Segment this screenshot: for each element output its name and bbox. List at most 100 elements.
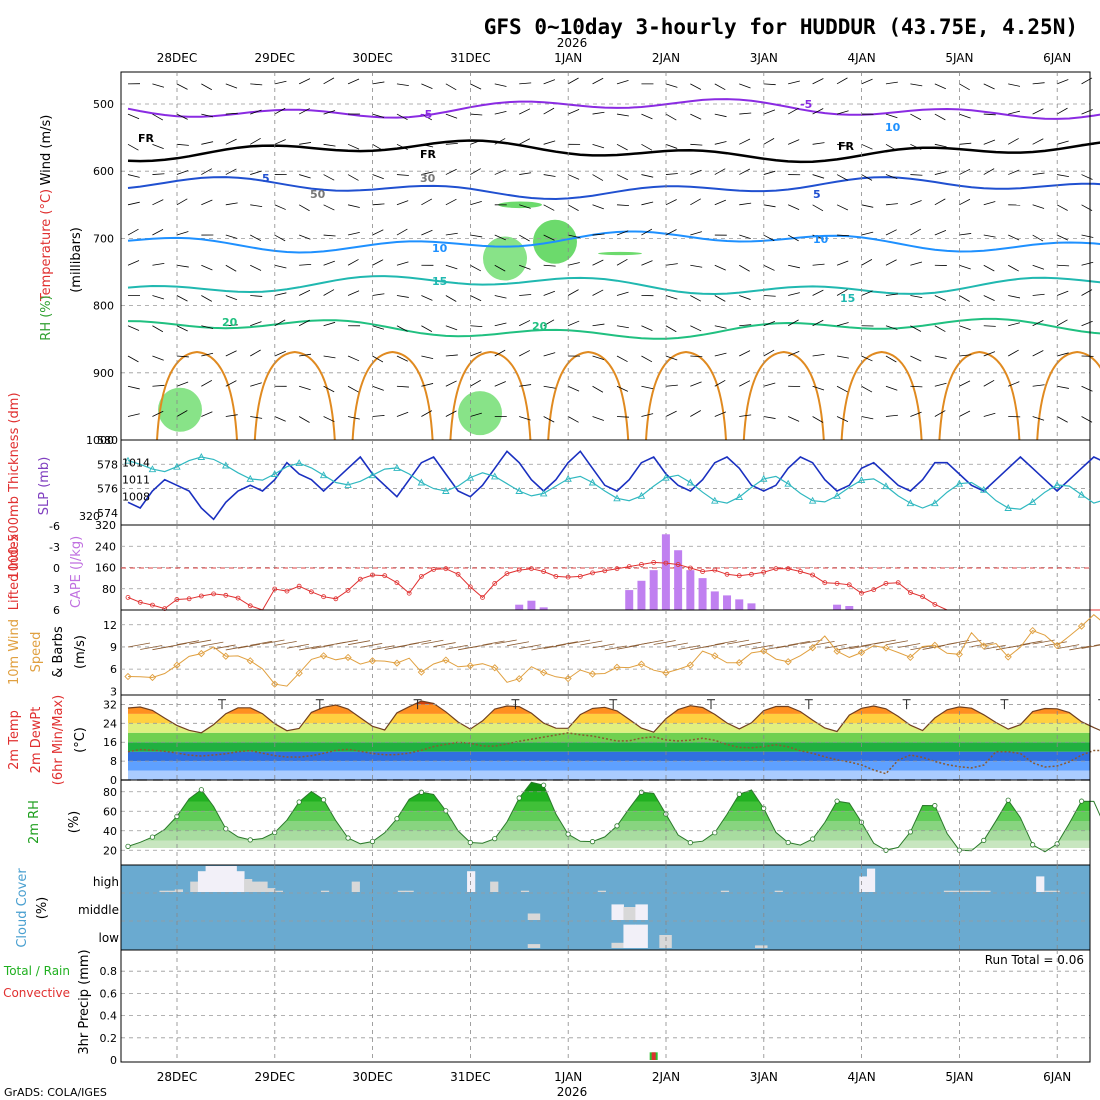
wind-barb (152, 325, 164, 333)
date-label-top: 4JAN (848, 51, 876, 65)
wind-barb (836, 355, 849, 359)
cloud-high-bar (982, 890, 991, 892)
surface-wind-barb (213, 644, 236, 650)
li-marker (235, 595, 241, 601)
thickness-marker (393, 463, 401, 471)
surface-wind-barb (885, 640, 909, 646)
isotherm-arch (351, 350, 434, 441)
rh-tick-label: 40 (103, 825, 117, 838)
contour-label: FR (838, 140, 855, 153)
wind-barb (665, 325, 677, 333)
cape-bar (661, 534, 670, 610)
thickness-marker (906, 499, 915, 507)
date-label-bottom: 5JAN (945, 1070, 973, 1084)
wind-barb (568, 234, 580, 239)
wind-barb (763, 109, 776, 115)
rh-band (128, 791, 1090, 802)
wind-barb (641, 201, 654, 206)
wind-barb (176, 410, 188, 417)
speed-axis-label: Speed (29, 632, 44, 673)
wind-barb (1081, 261, 1094, 266)
wind-barb (959, 83, 970, 91)
li-marker (553, 574, 559, 579)
wind-tick-label: 9 (110, 641, 117, 654)
wind-barb (739, 380, 751, 387)
rh-marker (785, 839, 791, 846)
li-marker (418, 574, 424, 579)
wind-barb (665, 263, 678, 266)
wind-barb (347, 355, 360, 362)
wind-barb (127, 260, 140, 266)
wind-barb (494, 83, 507, 87)
wind-barb (274, 234, 286, 242)
li-marker (272, 586, 278, 592)
wind-speed-marker (173, 661, 181, 669)
rh-high-shading (458, 391, 502, 436)
li-marker (797, 569, 803, 574)
wind-barb (592, 204, 604, 210)
wind-barb (201, 113, 214, 118)
wind-barb (885, 203, 898, 206)
surface-wind-barb (983, 644, 1006, 650)
precip-panel: Run Total = 0.06 0 0.2 0.4 0.6 0.8 Total / Rai… (3, 949, 1091, 1067)
thickness-marker (833, 491, 841, 499)
cloud-high-bar (236, 871, 245, 892)
wind-barb (836, 143, 849, 147)
wind-barb (494, 138, 506, 145)
li-marker (308, 589, 314, 595)
wind-barb (567, 77, 579, 85)
wind-speed-marker (613, 663, 621, 671)
wind-barb (861, 143, 873, 150)
wind-barb (641, 385, 654, 390)
cloud-high-bar (205, 866, 214, 892)
wind-barb (347, 259, 359, 266)
wind-barb (1056, 79, 1069, 85)
wind-barb (836, 416, 849, 422)
rh-band (128, 801, 1090, 812)
wind-barb (152, 410, 164, 417)
cloud-high-bar (520, 890, 530, 892)
wind-barb (787, 351, 800, 357)
cloud-high-bar (244, 879, 253, 892)
surface-wind-barb (494, 639, 517, 645)
cloud-high-bar (467, 871, 476, 892)
wind-barb (445, 410, 457, 417)
contour-label: 15 (840, 292, 855, 305)
wind-barb (714, 325, 727, 329)
wind-barb (519, 416, 531, 421)
rh-marker (638, 789, 645, 795)
cloud-high-bar (1051, 890, 1060, 892)
li-marker (480, 595, 485, 600)
wind-barb (372, 415, 385, 417)
wind-speed-marker (931, 641, 939, 649)
wind-barb (788, 264, 800, 269)
wind-barb (983, 351, 996, 357)
li-marker (431, 567, 437, 572)
rh-marker (1078, 798, 1085, 804)
wind-barb (714, 199, 727, 206)
date-label-top: 6JAN (1043, 51, 1071, 65)
wind-barb (1032, 234, 1044, 242)
surface-wind-barb (262, 639, 285, 645)
li-marker (639, 562, 644, 567)
date-label-bottom: 28DEC (157, 1070, 197, 1084)
credit-label: GrADS: COLA/IGES (4, 1086, 107, 1099)
wind-barb (421, 83, 433, 89)
cloud-high-bar (259, 881, 268, 892)
cape-bar (515, 604, 524, 610)
surface-wind-barb (470, 643, 493, 649)
cloud-high-bar (213, 866, 222, 892)
wind-barb (861, 259, 873, 266)
wind-barb (763, 295, 776, 297)
wind-barb (616, 80, 629, 85)
wind-barb (1032, 82, 1045, 85)
wind-barb (836, 110, 849, 115)
wind-barb (665, 384, 678, 387)
surface-wind-barb (726, 639, 750, 645)
wind-barb (201, 352, 214, 357)
thickness-tick-label: 574 (97, 507, 118, 520)
wind-barb (592, 416, 604, 421)
wind-barb (1008, 234, 1020, 241)
surface-wind-barb (714, 640, 737, 646)
wind-barb (910, 325, 922, 332)
